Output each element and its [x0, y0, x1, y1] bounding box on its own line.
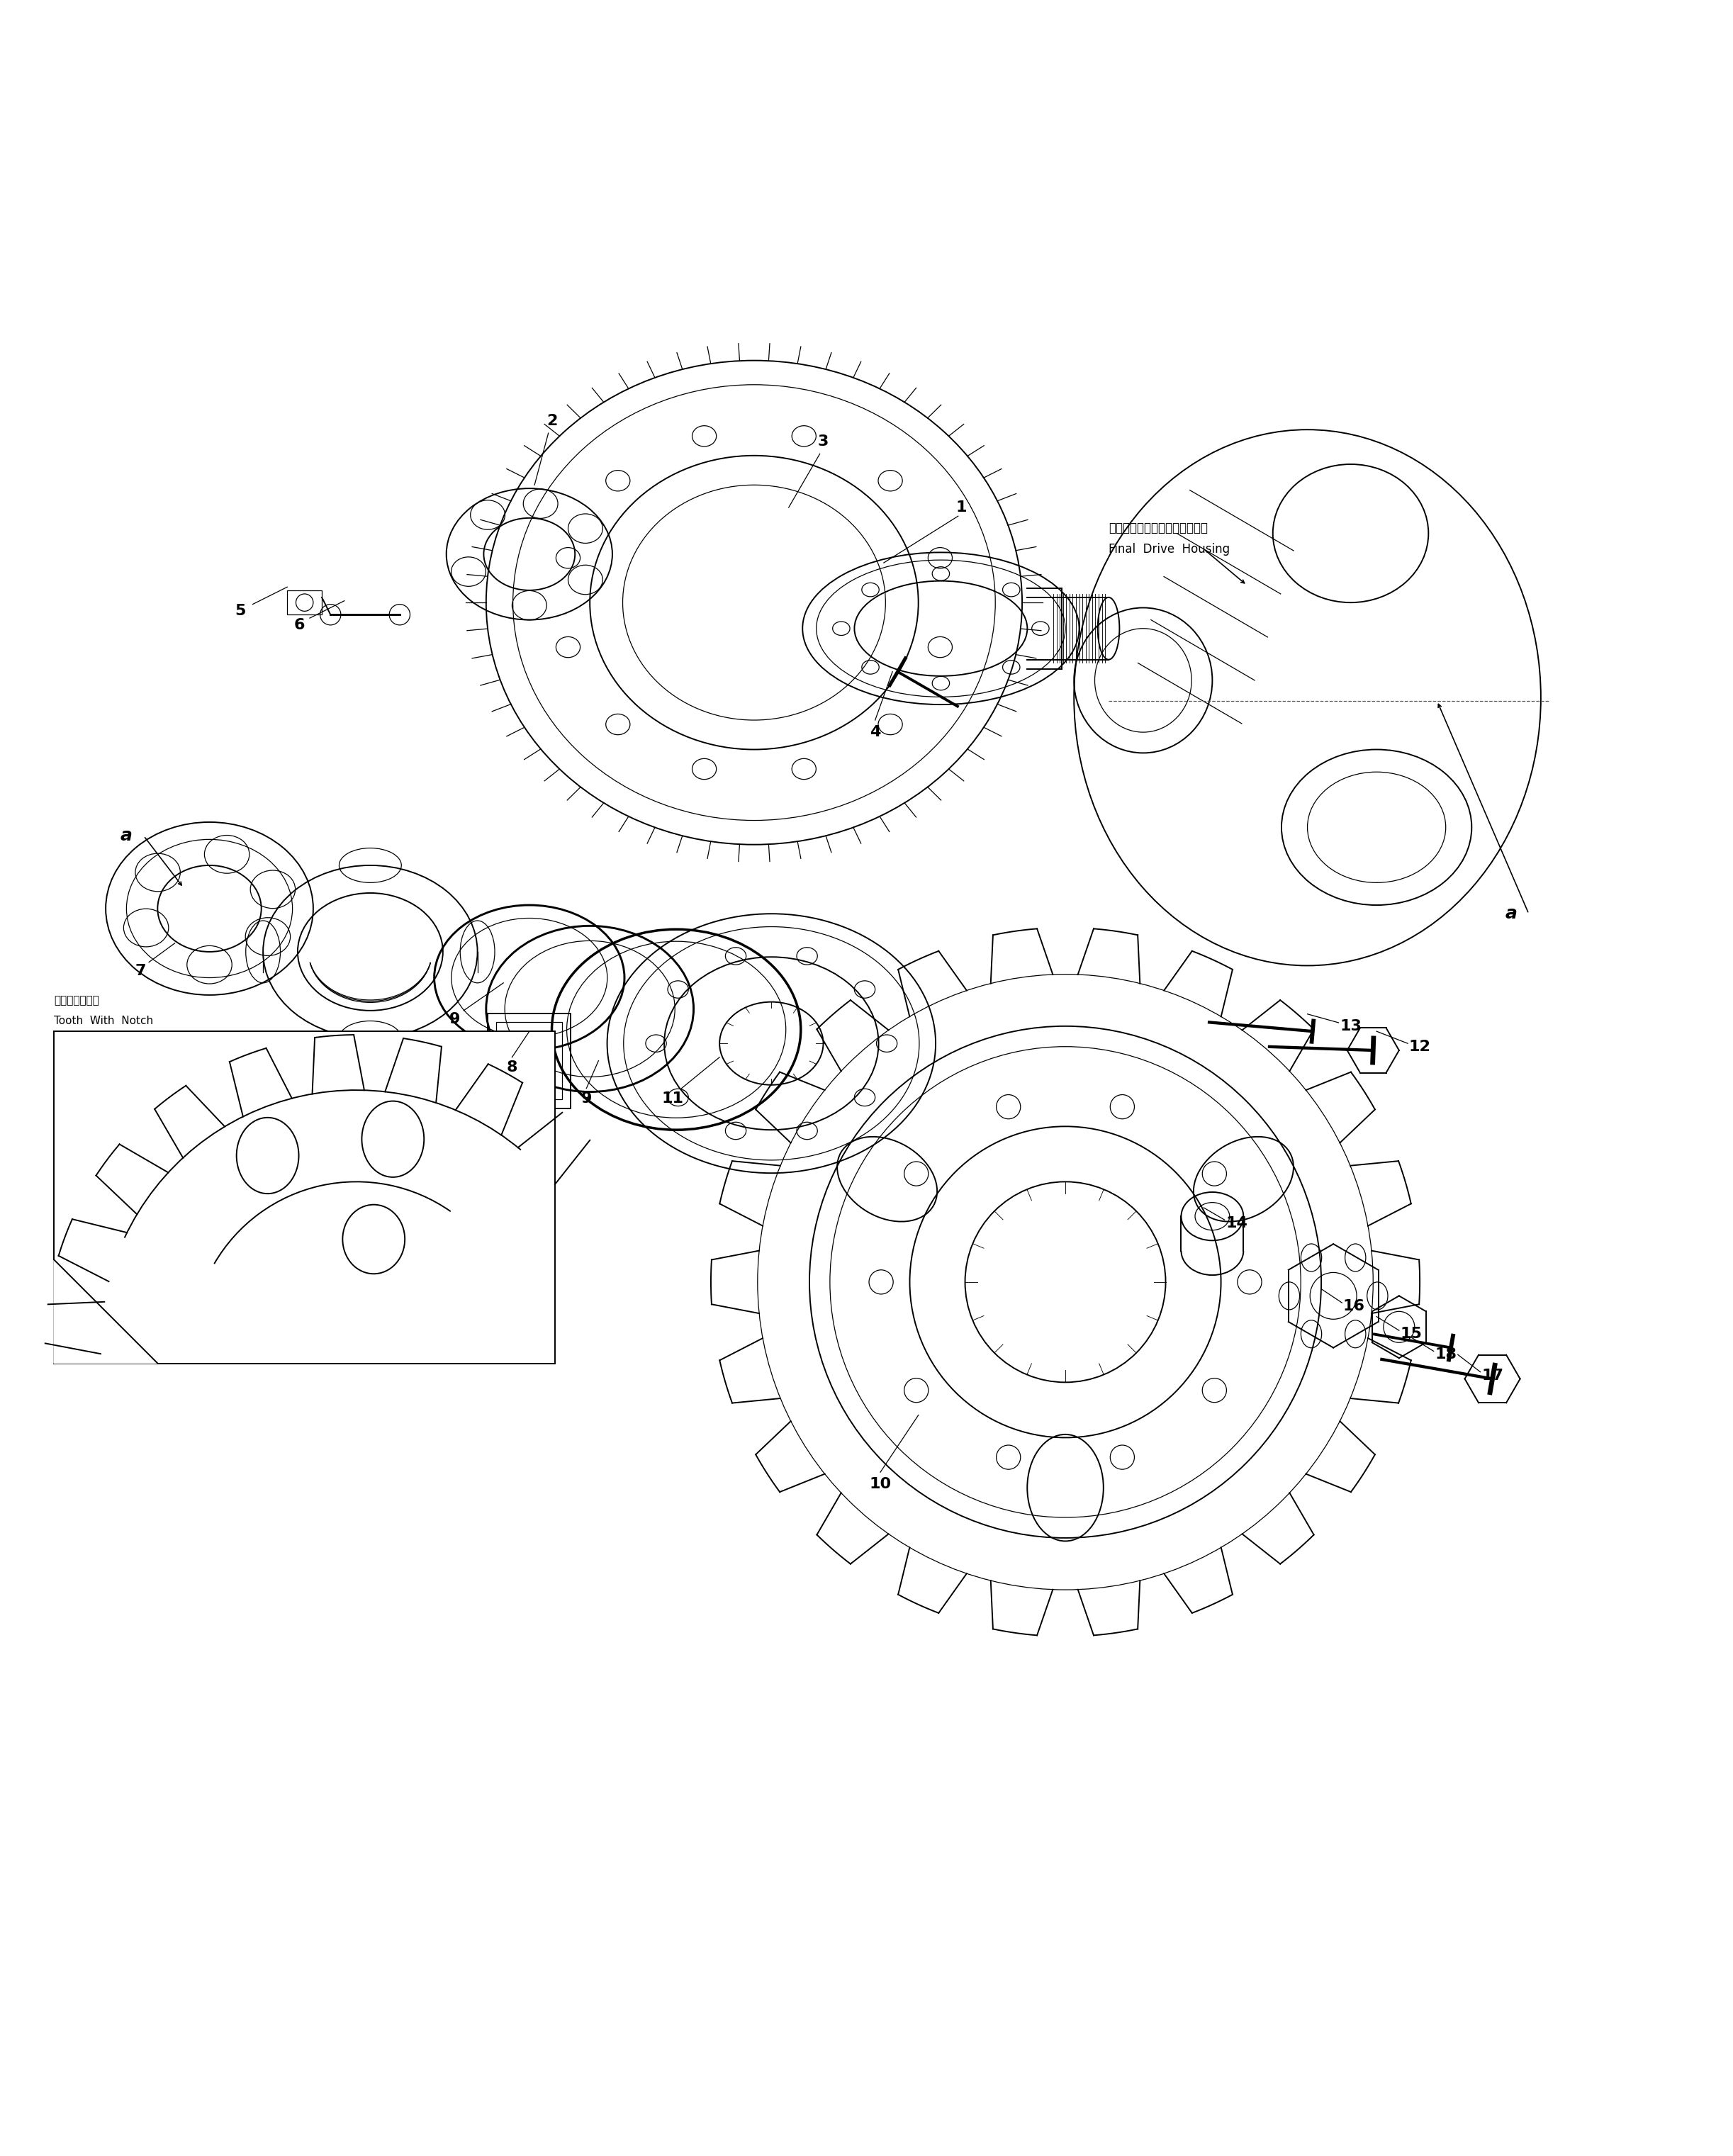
Text: 10: 10 — [870, 1477, 891, 1492]
Text: 2: 2 — [546, 414, 558, 429]
Text: a: a — [1506, 906, 1518, 923]
Text: 13: 13 — [1340, 1020, 1362, 1033]
Text: 4: 4 — [870, 724, 880, 740]
Text: a: a — [121, 828, 132, 845]
Text: 7: 7 — [135, 964, 146, 979]
Text: Final  Drive  Housing: Final Drive Housing — [1109, 543, 1230, 556]
Text: Tooth  With  Notch: Tooth With Notch — [54, 1015, 153, 1026]
Text: 6: 6 — [295, 619, 305, 632]
Text: 14: 14 — [1225, 1216, 1248, 1231]
Text: 18: 18 — [1435, 1348, 1457, 1363]
Text: 16: 16 — [1343, 1300, 1366, 1313]
Bar — [288, 591, 322, 614]
Text: 9: 9 — [581, 1091, 593, 1106]
Text: 3: 3 — [818, 436, 828, 448]
Text: 11: 11 — [662, 1091, 685, 1106]
Bar — [496, 1022, 561, 1100]
Text: 15: 15 — [1400, 1326, 1423, 1341]
Text: 8: 8 — [506, 1061, 518, 1074]
Bar — [487, 1013, 570, 1108]
Text: 歯部きり欠き付: 歯部きり欠き付 — [54, 994, 99, 1005]
Text: 9: 9 — [449, 1011, 461, 1026]
Text: 12: 12 — [1409, 1039, 1431, 1054]
Text: 5: 5 — [236, 604, 246, 619]
Text: 17: 17 — [1482, 1369, 1504, 1382]
Text: ファイナルドライブハウジング: ファイナルドライブハウジング — [1109, 522, 1208, 535]
Bar — [54, 1031, 555, 1363]
Text: 1: 1 — [957, 500, 967, 515]
Polygon shape — [54, 1259, 158, 1363]
